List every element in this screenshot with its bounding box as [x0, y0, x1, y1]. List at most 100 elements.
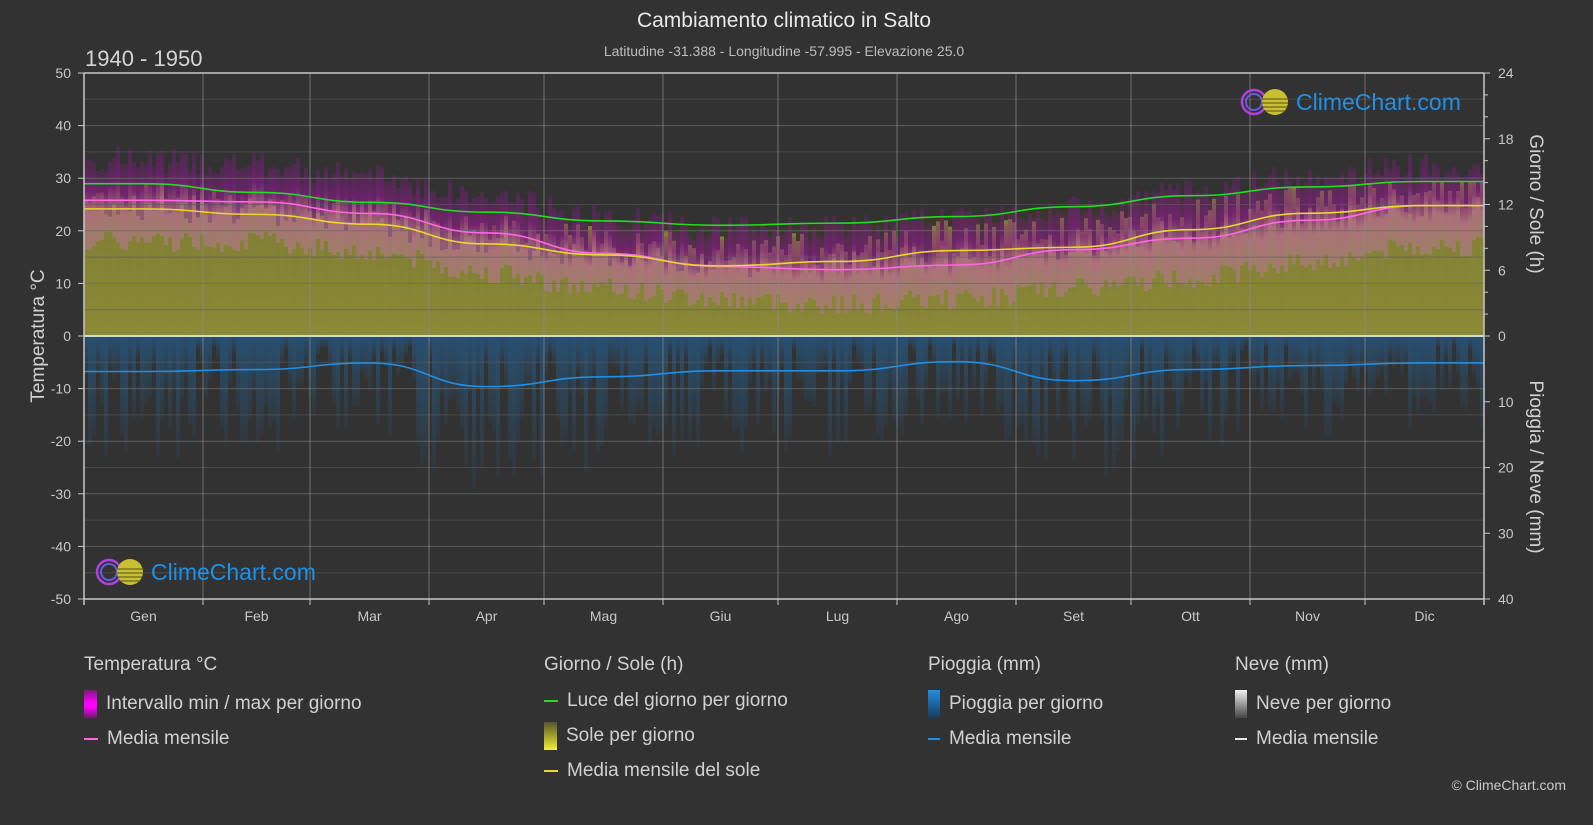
temp-range-bar [228, 160, 232, 247]
rain-bar [948, 336, 952, 421]
sun-bar [336, 200, 340, 336]
sun-bar [204, 203, 208, 336]
magenta-gradient-box-icon [84, 690, 97, 718]
sun-bar [756, 271, 760, 336]
climechart-logo-icon [1240, 88, 1288, 116]
rain-bar [836, 336, 840, 446]
sun-bar [680, 271, 684, 336]
sun-bar [584, 250, 588, 336]
sun-bar [1444, 212, 1448, 336]
rain-bar [1264, 336, 1268, 348]
rain-bar [396, 336, 400, 376]
rain-bar [484, 336, 488, 362]
temp-range-bar [196, 174, 200, 251]
sun-bar [1160, 221, 1164, 336]
rain-bar [1084, 336, 1088, 429]
temp-range-bar [1376, 170, 1380, 252]
temp-range-bar [1356, 181, 1360, 261]
temp-range-bar [284, 166, 288, 247]
sun-bar [304, 196, 308, 336]
sun-bar [112, 203, 116, 336]
rain-bar [712, 336, 716, 392]
rain-bar [96, 336, 100, 374]
temp-range-bar [364, 173, 368, 260]
sun-bar [1156, 217, 1160, 336]
legend-title: Pioggia (mm) [928, 654, 1041, 675]
rain-bar [252, 336, 256, 391]
sun-bar [488, 239, 492, 336]
temp-range-bar [144, 164, 148, 243]
sun-bar [1428, 190, 1432, 336]
sun-bar [168, 213, 172, 336]
rain-bar [196, 336, 200, 349]
temp-range-bar [352, 171, 356, 246]
temp-range-bar [944, 219, 948, 290]
temp-range-bar [572, 207, 576, 285]
temp-range-bar [632, 219, 636, 300]
rain-bar [980, 336, 984, 418]
sun-bar [1324, 206, 1328, 336]
rain-bar [652, 336, 656, 429]
rain-bar [448, 336, 452, 401]
sun-bar [264, 208, 268, 336]
temp-range-bar [1136, 190, 1140, 286]
temp-range-bar [1184, 180, 1188, 285]
temp-range-bar [644, 221, 648, 301]
chart-title: Cambiamento climatico in Salto [636, 9, 932, 32]
temp-range-bar [1224, 181, 1228, 266]
rain-bar [1016, 336, 1020, 429]
temp-range-bar [120, 164, 124, 249]
rain-bar [960, 336, 964, 366]
temp-range-bar [1204, 186, 1208, 286]
temp-range-bar [1304, 181, 1308, 268]
rain-bar [820, 336, 824, 371]
temp-range-bar [1312, 183, 1316, 271]
temp-range-bar [292, 163, 296, 250]
rain-bar [720, 336, 724, 355]
pink-line-icon [84, 738, 98, 740]
rain-bar [364, 336, 368, 378]
temp-range-bar [1044, 221, 1048, 298]
rain-bar [692, 336, 696, 418]
chart-subtitle: Latitudine -31.388 - Longitudine -57.995… [603, 43, 965, 59]
rain-bar [600, 336, 604, 447]
rain-bar [756, 336, 760, 426]
temp-range-bar [104, 171, 108, 233]
temp-range-bar [760, 221, 764, 297]
temp-range-bar [1236, 176, 1240, 283]
temp-range-bar [896, 235, 900, 307]
temp-range-bar [340, 176, 344, 259]
sun-bar [1472, 181, 1476, 336]
rain-bar [520, 336, 524, 420]
rain-bar [400, 336, 404, 368]
temp-range-bar [128, 149, 132, 242]
rain-bar [184, 336, 188, 376]
rain-bar [548, 336, 552, 353]
rain-bar [608, 336, 612, 364]
sun-bar [100, 192, 104, 336]
temp-range-bar [684, 225, 688, 294]
rain-bar [620, 336, 624, 412]
rain-bar [140, 336, 144, 421]
yellow-line-icon [544, 770, 558, 772]
rain-bar [236, 336, 240, 411]
sun-bar [380, 218, 384, 336]
temp-range-bar [1472, 165, 1476, 241]
sun-bar [1480, 182, 1484, 336]
rain-bar [1392, 336, 1396, 369]
sun-bar [700, 253, 704, 336]
temp-range-bar [1080, 214, 1084, 279]
rain-bar [380, 336, 384, 352]
temp-range-bar [1276, 182, 1280, 273]
sun-bar [732, 256, 736, 336]
temp-range-bar [616, 224, 620, 295]
temp-range-bar [1220, 194, 1224, 267]
rain-bar [148, 336, 152, 397]
rain-bar [1172, 336, 1176, 393]
sun-bar [1368, 183, 1372, 336]
sun-bar [460, 241, 464, 336]
sun-bar [244, 204, 248, 336]
sun-bar [712, 268, 716, 336]
temp-range-bar [492, 201, 496, 283]
rain-bar [1204, 336, 1208, 384]
